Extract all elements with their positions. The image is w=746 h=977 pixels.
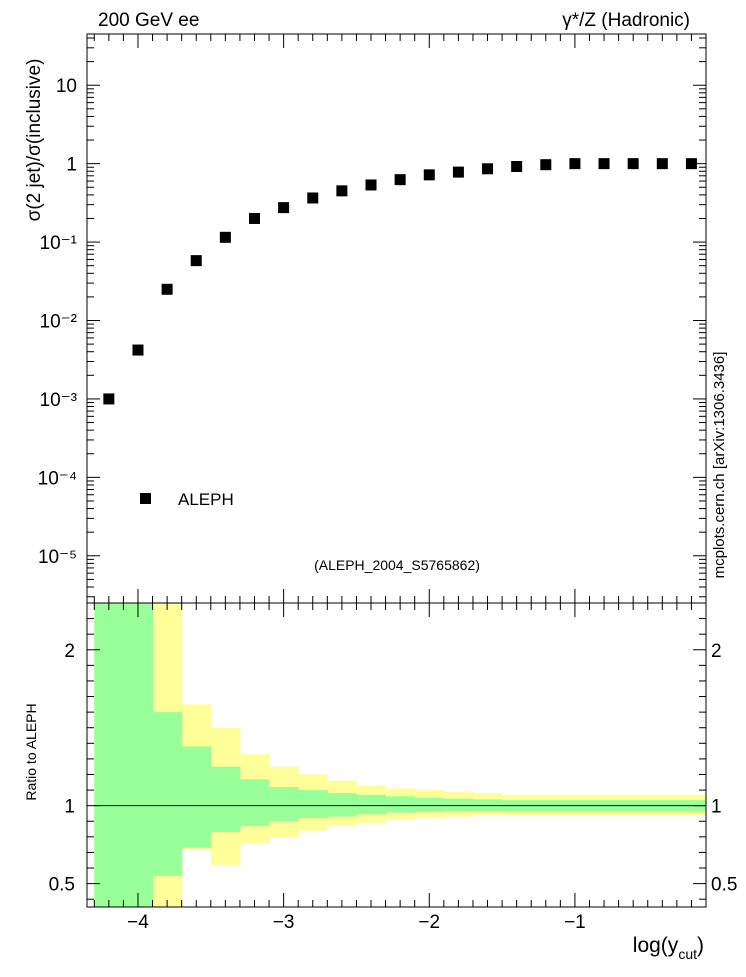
axes xyxy=(86,33,707,908)
x-tick-label-3: −1 xyxy=(564,912,586,933)
source-side-label: mcplots.cern.ch [arXiv:1306.3436] xyxy=(711,352,728,579)
data-point-aleph-1 xyxy=(132,344,144,356)
ratio-x-axis-label: log(ycut) xyxy=(633,934,704,962)
ratio-y-tick-label-right-2: 0.5 xyxy=(711,875,737,896)
x-tick-label-2: −2 xyxy=(418,912,440,933)
x-tick-label-1: −3 xyxy=(273,912,295,933)
data-point-aleph-13 xyxy=(482,163,494,175)
ratio-inner-band-bin-5 xyxy=(239,779,270,826)
analysis-annotation: (ALEPH_2004_S5765862) xyxy=(314,557,480,573)
legend-marker-aleph xyxy=(140,493,151,504)
ratio-y-axis-label: Ratio to ALEPH xyxy=(23,703,39,800)
data-point-aleph-9 xyxy=(365,179,377,191)
data-point-aleph-5 xyxy=(248,212,260,224)
main-y-tick-label-1: 1 xyxy=(66,155,77,176)
ratio-inner-band-bin-3 xyxy=(181,746,212,848)
data-point-aleph-14 xyxy=(511,160,523,172)
ticks: 10 1 10⁻¹ 10⁻² 10⁻³ 10⁻⁴ 10⁻⁵ 2 2 1 1 0.5 0.5 −4 −3 −2 −… xyxy=(38,34,737,933)
main-y-tick-label-4: 10⁻³ xyxy=(40,390,78,411)
ratio-y-tick-label-right-0: 2 xyxy=(711,641,722,662)
main-y-tick-label-6: 10⁻⁵ xyxy=(38,547,77,568)
main-plot-frame xyxy=(86,33,707,604)
main-y-tick-label-2: 10⁻¹ xyxy=(40,233,78,254)
main-y-tick-label-5: 10⁻⁴ xyxy=(38,468,77,489)
ratio-y-tick-label-right-1: 1 xyxy=(711,797,722,818)
x-axis-label-subscript: cut xyxy=(678,946,697,962)
ratio-inner-band-bin-11 xyxy=(414,797,445,812)
ratio-inner-band-bin-6 xyxy=(269,786,299,822)
ratio-inner-band-bin-7 xyxy=(298,790,328,819)
data-point-aleph-7 xyxy=(307,192,319,204)
main-y-tick-label-0: 10 xyxy=(56,76,77,97)
main-points xyxy=(103,158,697,405)
data-point-aleph-11 xyxy=(423,169,435,181)
data-point-aleph-18 xyxy=(627,158,639,170)
ratio-bands xyxy=(94,603,707,907)
data-point-aleph-4 xyxy=(219,231,231,243)
data-point-aleph-19 xyxy=(656,158,668,170)
data-point-aleph-16 xyxy=(569,158,581,170)
ratio-inner-band-bin-4 xyxy=(210,766,241,833)
ratio-inner-band-bin-9 xyxy=(356,794,387,815)
ratio-y-tick-label-left-0: 2 xyxy=(64,641,75,662)
ratio-y-tick-label-left-1: 1 xyxy=(64,797,75,818)
ratio-inner-band-bin-1 xyxy=(123,603,154,907)
x-axis-label-main: log(y xyxy=(633,934,679,957)
ratio-plot-frame xyxy=(86,602,707,908)
ratio-inner-band-bin-2 xyxy=(152,712,183,876)
ratio-y-tick-label-left-2: 0.5 xyxy=(49,875,75,896)
data-point-aleph-15 xyxy=(540,159,552,171)
legend-label-aleph: ALEPH xyxy=(178,490,234,509)
data-point-aleph-20 xyxy=(685,158,697,170)
main-y-axis-label: σ(2 jet)/σ(inclusive) xyxy=(24,59,45,222)
ratio-inner-band-bin-10 xyxy=(385,796,416,813)
ratio-inner-band-bin-0 xyxy=(94,603,124,907)
header-right-label: γ*/Z (Hadronic) xyxy=(562,10,690,31)
data-point-aleph-12 xyxy=(452,166,464,178)
ratio-inner-band-bin-12 xyxy=(443,798,474,812)
data-point-aleph-2 xyxy=(161,283,173,295)
data-point-aleph-6 xyxy=(278,202,290,214)
data-point-aleph-3 xyxy=(190,255,202,267)
data-point-aleph-17 xyxy=(598,158,610,170)
main-y-tick-label-3: 10⁻² xyxy=(40,312,78,333)
header-left-label: 200 GeV ee xyxy=(98,10,199,31)
data-point-aleph-10 xyxy=(394,174,406,186)
data-point-aleph-8 xyxy=(336,185,348,197)
x-tick-label-0: −4 xyxy=(127,912,149,933)
ratio-inner-band-bin-8 xyxy=(327,793,357,817)
data-point-aleph-0 xyxy=(103,393,115,405)
x-axis-label-close: ) xyxy=(697,934,704,957)
